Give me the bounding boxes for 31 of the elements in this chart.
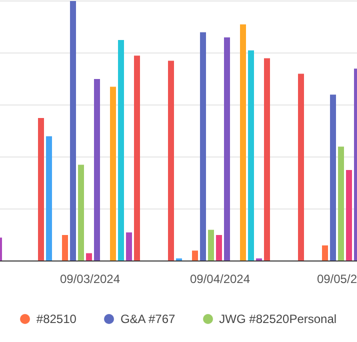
x-tick-label: 09/04/2024 bbox=[190, 272, 250, 286]
bar bbox=[38, 118, 44, 261]
bar bbox=[78, 164, 84, 261]
bar bbox=[134, 56, 140, 261]
x-tick-label: 09/03/2024 bbox=[60, 272, 120, 286]
bar bbox=[298, 74, 304, 261]
bar bbox=[338, 146, 344, 261]
bar bbox=[264, 58, 270, 261]
bar bbox=[110, 86, 116, 261]
bar bbox=[208, 230, 214, 261]
bar bbox=[62, 235, 68, 261]
bar bbox=[322, 245, 328, 261]
bar bbox=[46, 136, 52, 261]
x-tick-label: 09/05/2 bbox=[316, 272, 357, 286]
bar bbox=[126, 232, 132, 261]
legend-label: G&A #767 bbox=[120, 312, 176, 326]
bar bbox=[118, 40, 124, 261]
bar bbox=[86, 253, 92, 261]
bar bbox=[94, 79, 100, 261]
bar bbox=[224, 37, 230, 261]
bar bbox=[200, 32, 206, 261]
bar bbox=[70, 1, 76, 261]
bar bbox=[168, 60, 174, 261]
bar bbox=[240, 24, 246, 261]
legend-label: #82510 bbox=[36, 312, 76, 326]
legend-label: JWG #82520Personal bbox=[219, 312, 337, 326]
bar bbox=[330, 94, 336, 261]
bar bbox=[346, 170, 352, 261]
bar bbox=[248, 50, 254, 261]
bar bbox=[192, 250, 198, 261]
bar bbox=[216, 235, 222, 261]
